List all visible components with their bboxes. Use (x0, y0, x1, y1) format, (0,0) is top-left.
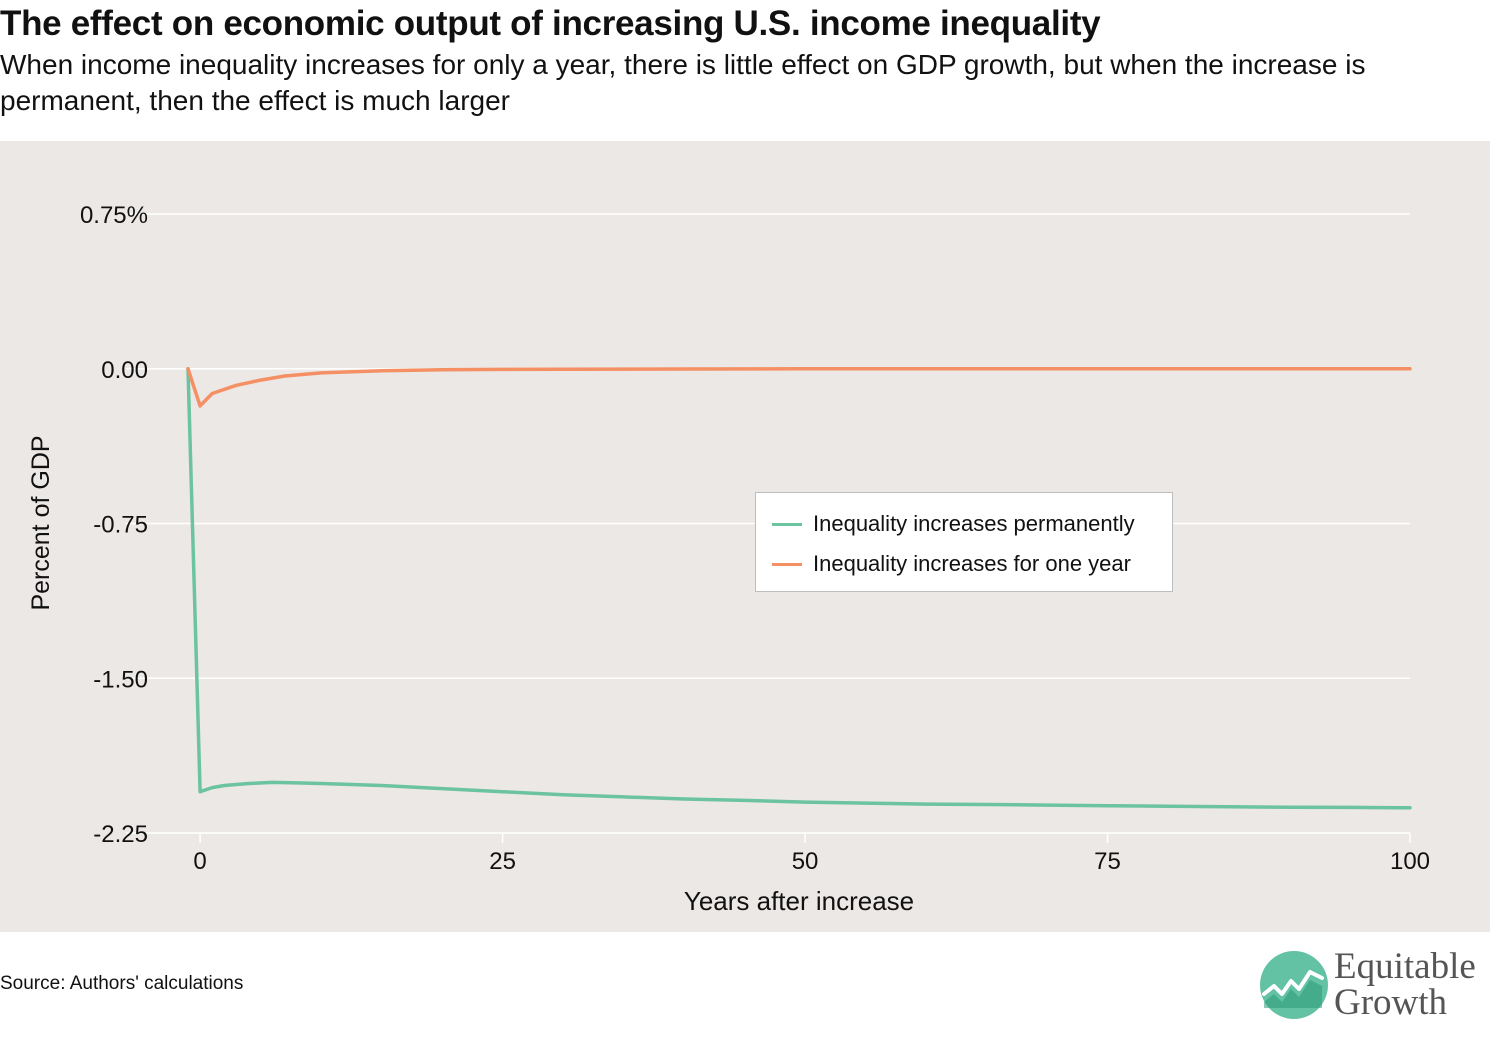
y-tick-label-1: 0.00 (101, 357, 148, 384)
logo-word-equitable: Equitable (1334, 946, 1476, 987)
series-line-0 (186, 367, 1412, 810)
y-tick-label-4: -2.25 (93, 821, 148, 848)
equitable-growth-logo: Equitable Growth (1258, 948, 1483, 1023)
y-tick-label-2: -0.75 (93, 512, 148, 539)
legend-swatch-one-year (772, 562, 802, 566)
legend-item-permanent: Inequality increases permanently (772, 509, 1135, 539)
x-axis-label: Years after increase (684, 886, 914, 916)
x-tick-label-2: 50 (792, 848, 819, 875)
legend-item-one-year: Inequality increases for one year (772, 549, 1131, 579)
growth-chart-icon (1260, 951, 1328, 1019)
x-tick-label-4: 100 (1390, 848, 1430, 875)
chart-subtitle: When income inequality increases for onl… (0, 49, 1366, 116)
line-chart: 0 25 50 75 100 0.75% 0.00 -0.75 -1.50 -2.25 Perc… (27, 202, 1430, 916)
x-axis-ticks: 0 25 50 75 100 (193, 833, 1430, 875)
series-lines (186, 367, 1412, 810)
legend-label-permanent: Inequality increases permanently (813, 511, 1135, 536)
plot-panel: 0 25 50 75 100 0.75% 0.00 -0.75 -1.50 -2.25 Perc… (0, 141, 1490, 932)
source-note: Source: Authors' calculations (0, 973, 244, 994)
legend-label-one-year: Inequality increases for one year (813, 551, 1131, 576)
chart-title: The effect on economic output of increas… (0, 4, 1101, 43)
y-tick-label-3: -1.50 (93, 666, 148, 693)
legend: Inequality increases permanently Inequal… (755, 492, 1173, 592)
y-axis-tick-labels: 0.75% 0.00 -0.75 -1.50 -2.25 (80, 202, 148, 848)
x-tick-label-1: 25 (489, 848, 516, 875)
series-line-1 (186, 367, 1412, 408)
logo-word-growth: Growth (1334, 982, 1448, 1023)
y-axis-label: Percent of GDP (27, 435, 55, 610)
x-tick-label-3: 75 (1094, 848, 1121, 875)
legend-swatch-permanent (772, 522, 802, 526)
y-tick-label-0: 0.75% (80, 202, 148, 229)
x-tick-label-0: 0 (193, 848, 206, 875)
